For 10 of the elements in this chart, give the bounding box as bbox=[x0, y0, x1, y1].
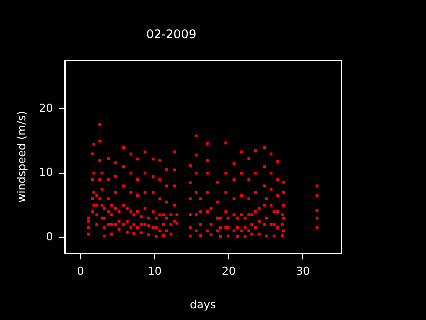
x-tick-label: 0 bbox=[77, 265, 84, 278]
chart-title: 02-2009 bbox=[146, 27, 197, 42]
x-tick-label: 20 bbox=[222, 265, 236, 278]
x-tick-label: 30 bbox=[296, 265, 310, 278]
y-tick-label: 10 bbox=[39, 166, 54, 180]
x-tick-label: 10 bbox=[148, 265, 162, 278]
y-tick-label: 20 bbox=[39, 102, 54, 116]
x-axis-title: days bbox=[190, 298, 216, 312]
y-axis-title: windspeed (m/s) bbox=[15, 111, 28, 203]
y-tick-label: 0 bbox=[46, 230, 54, 244]
